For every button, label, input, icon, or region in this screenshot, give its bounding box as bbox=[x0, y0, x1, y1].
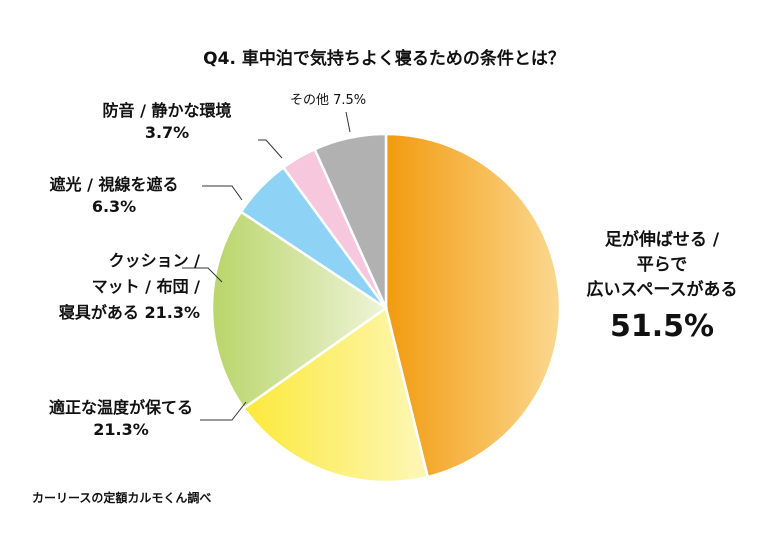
slice-label-cushion-line2: マット / 布団 / bbox=[91, 277, 200, 296]
leader-line-temperature bbox=[200, 401, 247, 421]
slice-value-shade: 6.3% bbox=[91, 197, 137, 216]
slice-label-other-line1: その他 7.5% bbox=[290, 93, 367, 108]
pie-slice-other bbox=[313, 132, 388, 309]
slice-label-shade: 遮光 / 視線を遮る 6.3% bbox=[30, 174, 198, 218]
slice-label-soundproof-line1: 防音 / 静かな環境 bbox=[102, 101, 232, 120]
slice-label-shade-line1: 遮光 / 視線を遮る bbox=[49, 175, 179, 194]
slice-label-flat-space-line1: 足が伸ばせる / bbox=[604, 230, 720, 250]
slice-label-other: その他 7.5% bbox=[290, 90, 366, 112]
pie-slice-flat-space bbox=[384, 132, 562, 479]
pie-slice-temperature bbox=[242, 305, 430, 484]
pie-slice-cushion bbox=[210, 210, 389, 410]
slice-label-flat-space: 足が伸ばせる / 平らで 広いスペースがある 51.5% bbox=[576, 228, 748, 347]
slice-label-flat-space-line2: 平らで bbox=[636, 255, 688, 275]
leader-line-other bbox=[345, 111, 351, 133]
chart-title: Q4. 車中泊で気持ちよく寝るための条件とは？ bbox=[203, 49, 565, 69]
slice-value-flat-space: 51.5% bbox=[609, 309, 715, 344]
slice-label-cushion-line3: 寝具がある 21.3% bbox=[58, 303, 200, 322]
slice-label-flat-space-line3: 広いスペースがある bbox=[586, 280, 738, 300]
leader-line-soundproof bbox=[258, 139, 283, 159]
source-note: カーリースの定額カルモくん調べ bbox=[32, 491, 212, 505]
slice-label-soundproof: 防音 / 静かな環境 3.7% bbox=[82, 100, 252, 144]
slice-label-cushion: クッション / マット / 布団 / 寝具がある 21.3% bbox=[14, 248, 200, 326]
slice-label-cushion-line1: クッション / bbox=[108, 251, 200, 270]
slice-value-temperature: 21.3% bbox=[93, 420, 149, 439]
leader-line-shade bbox=[202, 185, 243, 201]
slice-label-temperature-line1: 適正な温度が保てる bbox=[48, 398, 193, 417]
slice-value-soundproof: 3.7% bbox=[144, 123, 190, 142]
leader-line-cushion bbox=[182, 267, 223, 283]
slice-label-temperature: 適正な温度が保てる 21.3% bbox=[28, 397, 214, 441]
